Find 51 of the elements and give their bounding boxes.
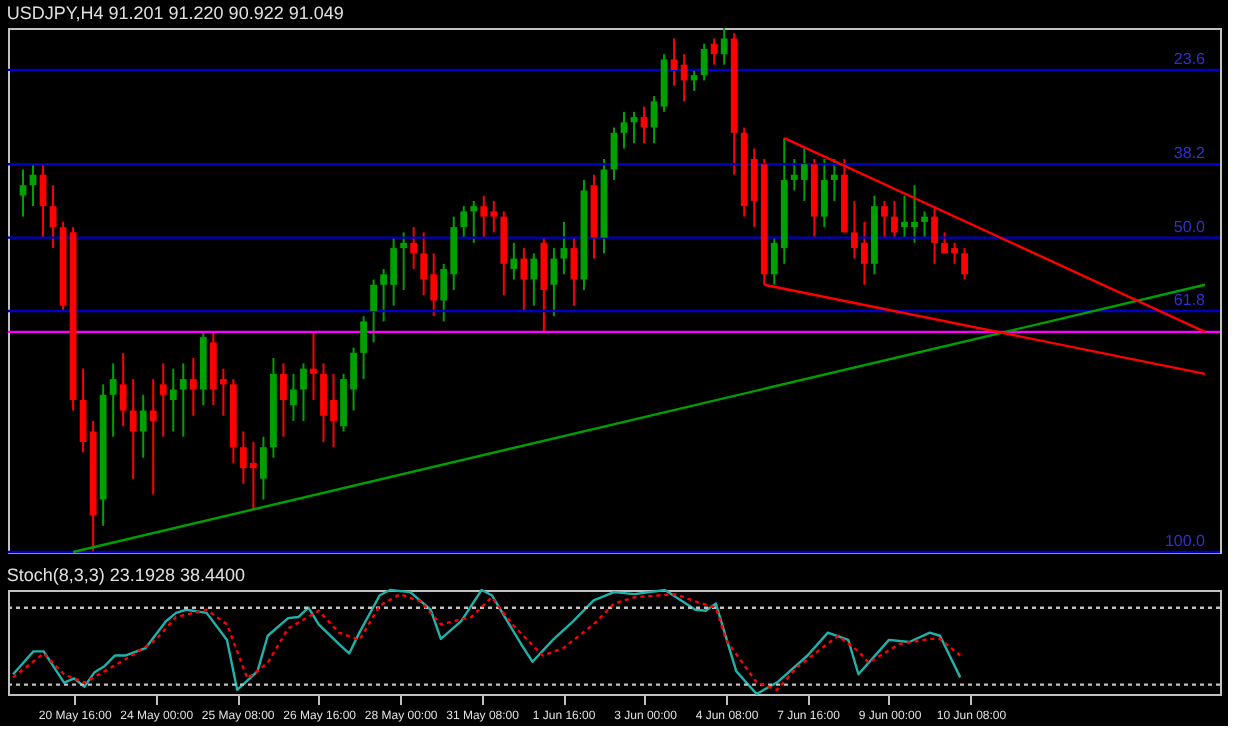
candlestick — [530, 252, 538, 307]
candlestick — [19, 168, 27, 218]
candlestick — [460, 205, 468, 239]
candlestick — [300, 362, 307, 422]
candlestick — [149, 378, 157, 496]
candlestick — [169, 367, 177, 433]
candlestick — [109, 362, 117, 438]
candlestick — [570, 236, 578, 307]
candlestick — [620, 110, 628, 150]
annotation: 23.6 — [1173, 49, 1207, 68]
candlestick — [470, 199, 478, 244]
candlestick — [119, 351, 127, 428]
candlestick — [400, 231, 408, 291]
candlestick — [500, 210, 508, 297]
candlestick — [290, 372, 297, 422]
candlestick — [891, 199, 898, 239]
candlestick — [720, 27, 728, 66]
candlestick — [410, 226, 418, 271]
candlestick — [550, 247, 558, 318]
candlestick — [280, 362, 287, 438]
candlestick — [360, 315, 367, 381]
candlestick — [640, 105, 648, 145]
candlestick — [700, 42, 708, 82]
candlestick — [510, 241, 518, 281]
candlestick — [159, 362, 167, 438]
chart-title: USDJPY,H4 91.201 91.220 90.922 91.049 — [6, 3, 344, 23]
chart-title: Stoch(8,3,3) 23.1928 38.4400 — [6, 564, 245, 585]
candlestick — [260, 435, 267, 501]
candlestick — [650, 95, 658, 145]
candlestick — [310, 330, 317, 402]
annotation: 38.2 — [1173, 144, 1207, 163]
candlestick — [179, 362, 187, 438]
candlestick — [710, 37, 718, 66]
annotation: 100.0 — [1164, 532, 1207, 550]
candlestick — [881, 199, 888, 239]
candlestick — [830, 158, 838, 202]
candlestick — [139, 393, 147, 459]
candlestick — [690, 68, 698, 92]
annotation: 61.8 — [1173, 290, 1207, 309]
candlestick — [370, 278, 377, 344]
candlestick — [820, 158, 828, 229]
annotation: 50.0 — [1173, 217, 1207, 236]
candlestick — [129, 378, 137, 480]
candlestick — [660, 53, 668, 113]
candlestick — [961, 247, 968, 281]
candlestick — [921, 210, 928, 239]
candlestick — [520, 247, 528, 312]
candlestick — [560, 220, 568, 276]
candlestick — [189, 357, 197, 417]
candlestick — [931, 205, 938, 265]
candlestick — [540, 236, 548, 333]
